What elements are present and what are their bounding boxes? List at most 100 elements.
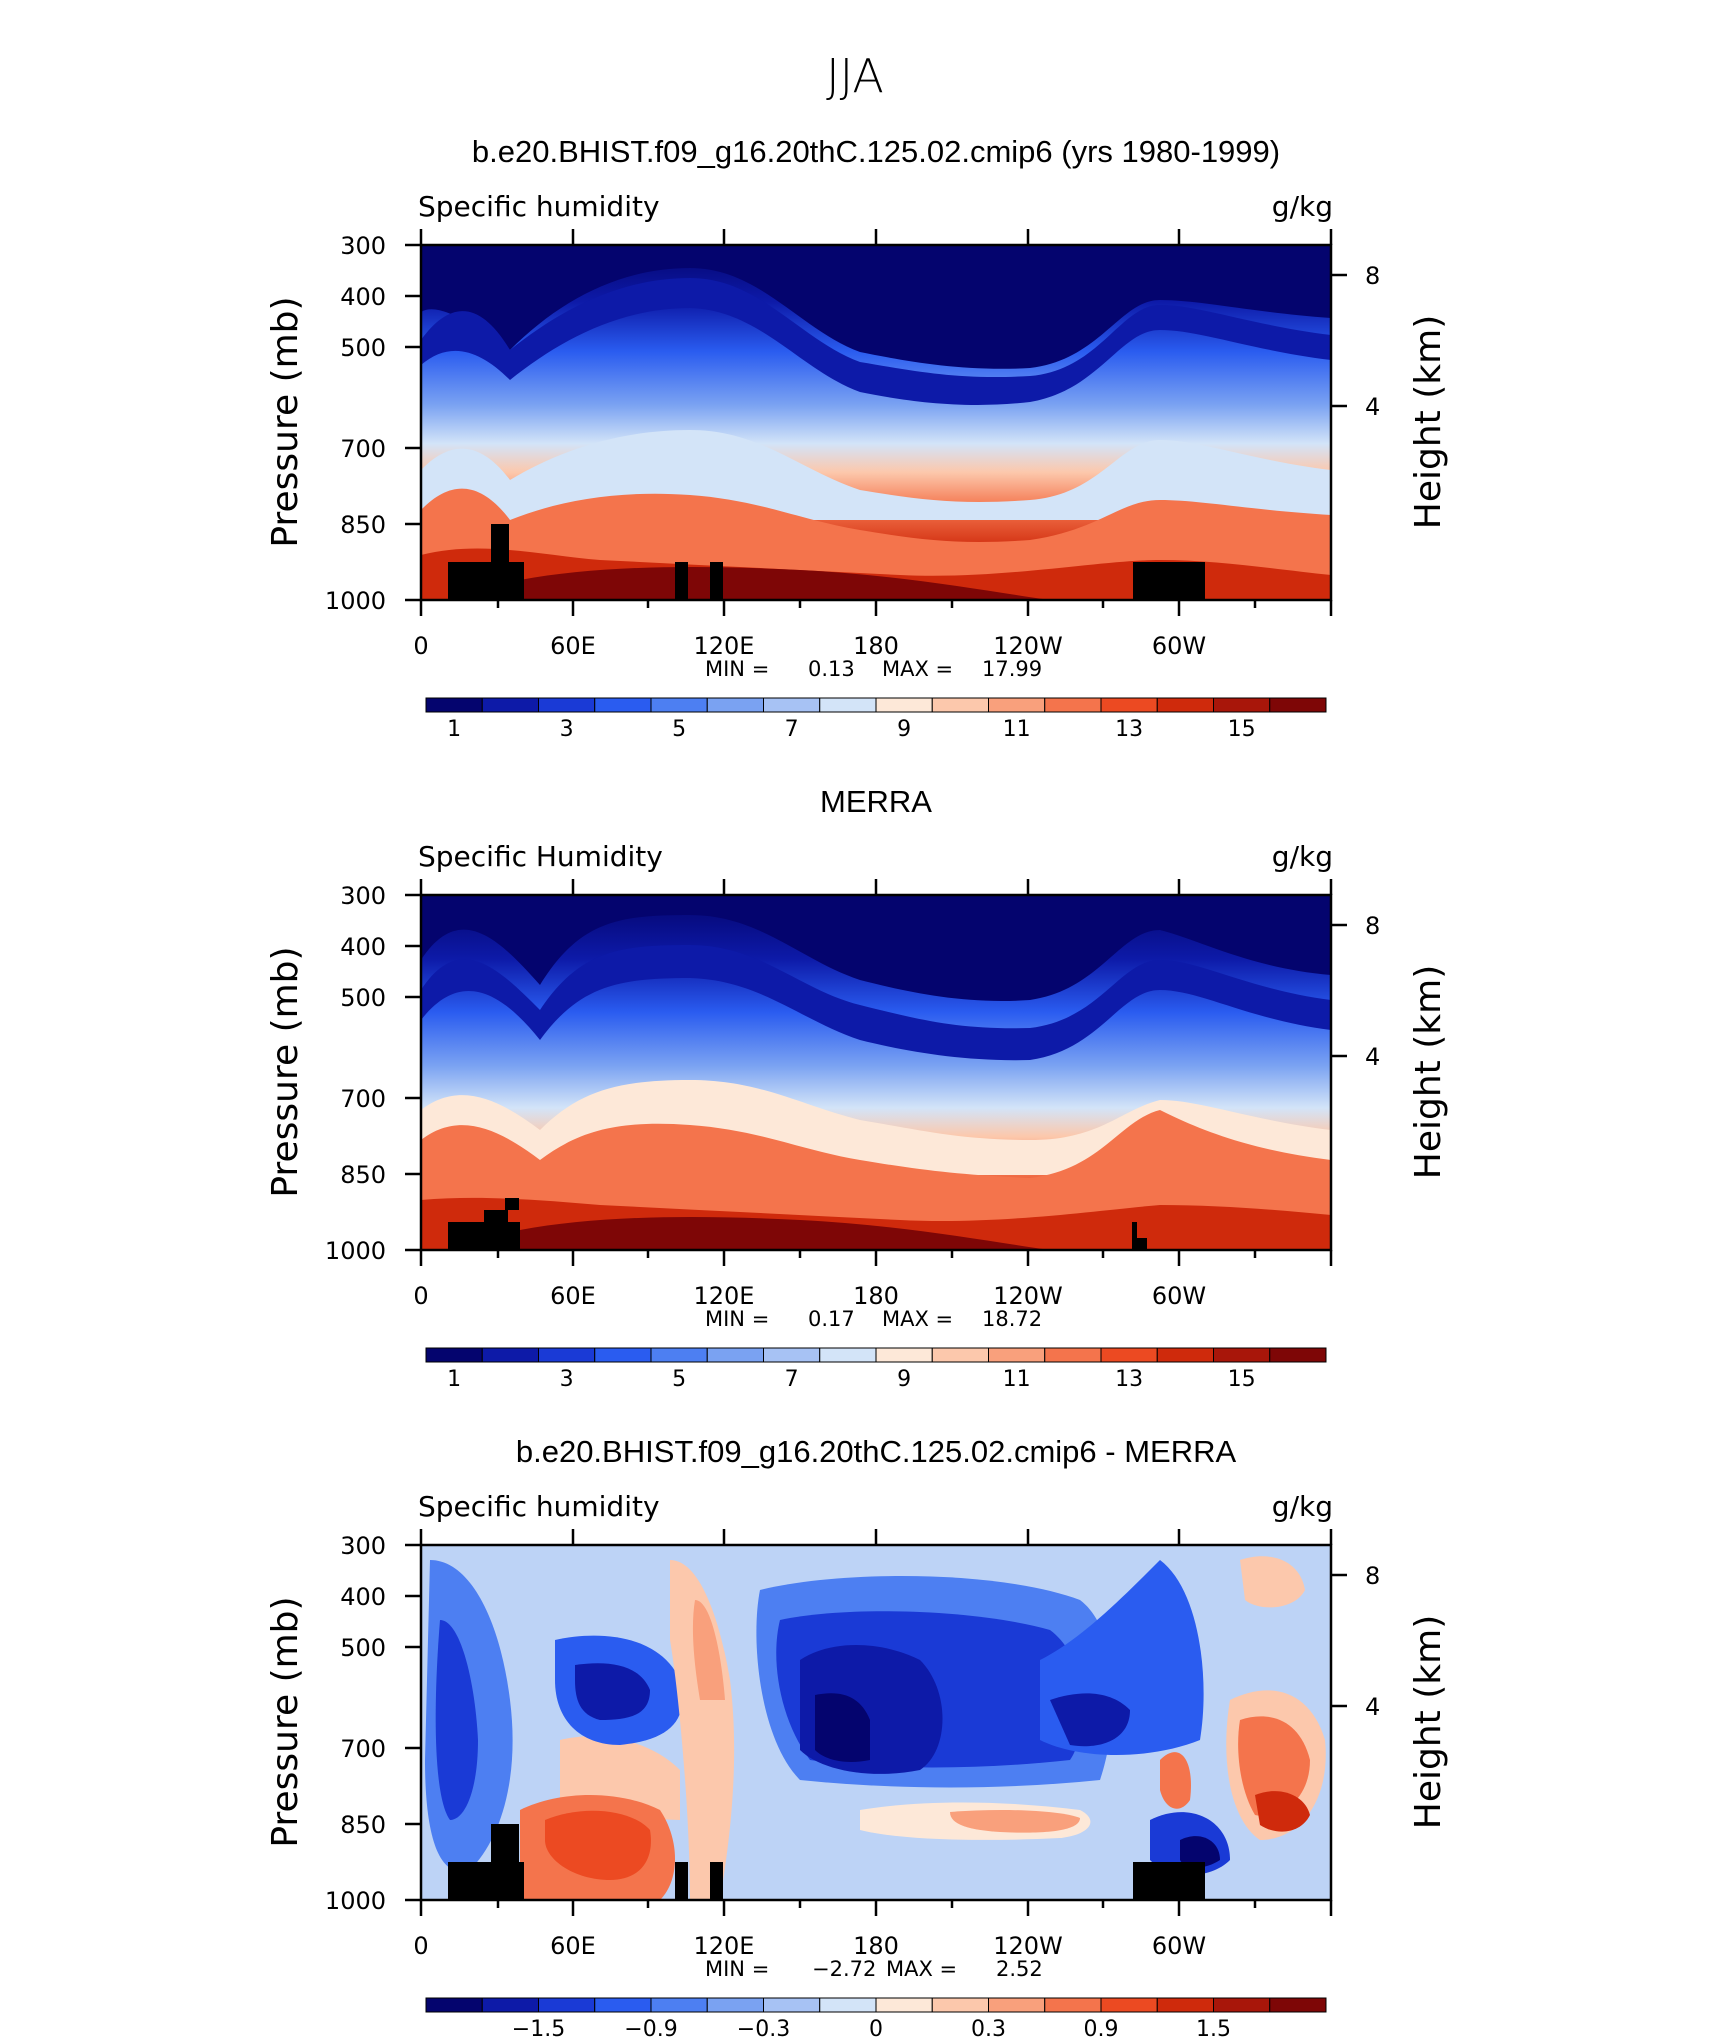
panel-2-max-label: MAX = [882, 1307, 953, 1331]
colorbar-swatch [1269, 1347, 1327, 1363]
panel-2-y-left-label: Pressure (mb) [265, 946, 306, 1197]
colorbar-swatch [763, 1997, 821, 2013]
colorbar-swatch [538, 697, 596, 713]
colorbar-swatch [706, 1997, 764, 2013]
panel-3-title: b.e20.BHIST.f09_g16.20thC.125.02.cmip6 -… [516, 1434, 1237, 1469]
panel-1-h-tick-4: 4 [1365, 393, 1380, 421]
colorbar-tick-label: 5 [672, 1367, 686, 1392]
panel-3-h-tick-8: 8 [1365, 1562, 1380, 1590]
panel-1-title: b.e20.BHIST.f09_g16.20thC.125.02.cmip6 (… [472, 134, 1280, 169]
panel-2-p-tick-1000: 1000 [325, 1237, 386, 1265]
panel-1-x-tick-120e: 120E [694, 632, 755, 660]
colorbar-swatch [819, 1347, 877, 1363]
panel-3-x-tick-60w: 60W [1152, 1932, 1206, 1960]
panel-2-x-tick-0: 0 [413, 1282, 428, 1310]
panel-2-x-tick-60e: 60E [550, 1282, 596, 1310]
colorbar-swatch [763, 1347, 821, 1363]
colorbar-swatch [1100, 697, 1158, 713]
colorbar-swatch [425, 1997, 483, 2013]
colorbar-tick-label: 3 [560, 717, 574, 742]
panel-2-p-tick-300: 300 [340, 882, 386, 910]
panel-3-y-right-label: Height (km) [1408, 1615, 1449, 1829]
colorbar-tick-label: 1 [447, 717, 461, 742]
panel-1-p-tick-500: 500 [340, 334, 386, 362]
panel-3-x-tick-120w: 120W [993, 1932, 1063, 1960]
panel-2-field [421, 895, 1331, 1250]
panel-3-x-tick-60e: 60E [550, 1932, 596, 1960]
colorbar-swatch [594, 1347, 652, 1363]
colorbar-swatch [875, 697, 933, 713]
colorbar-swatch [1100, 1997, 1158, 2013]
panel-1-p-tick-700: 700 [340, 435, 386, 463]
panel-1-min-value: 0.13 [808, 657, 855, 681]
panel-1-max-value: 17.99 [982, 657, 1042, 681]
colorbar-swatch [1044, 697, 1102, 713]
panel-1-h-tick-8: 8 [1365, 262, 1380, 290]
colorbar-swatch [988, 1997, 1046, 2013]
panel-3-min-label: MIN = [705, 1957, 769, 1981]
panel-3-x-tick-120e: 120E [694, 1932, 755, 1960]
colorbar-swatch [931, 1347, 989, 1363]
colorbar-swatch [1213, 1347, 1271, 1363]
colorbar-tick-label: 13 [1115, 1367, 1143, 1392]
colorbar-swatch [1156, 1347, 1214, 1363]
panel-2-p-tick-850: 850 [340, 1161, 386, 1189]
colorbar-swatch [1269, 697, 1327, 713]
panel-1-y-left-label: Pressure (mb) [265, 296, 306, 547]
colorbar-tick-label: 1.5 [1196, 2017, 1231, 2038]
panel-3-x-tick-180: 180 [853, 1932, 899, 1960]
colorbar-swatch [1213, 697, 1271, 713]
panel-1-axes [405, 229, 1347, 616]
colorbar-tick-label: 1 [447, 1367, 461, 1392]
colorbar-swatch [650, 697, 708, 713]
colorbar-swatch [988, 697, 1046, 713]
colorbar-swatch [538, 1997, 596, 2013]
panel-3-x-tick-0: 0 [413, 1932, 428, 1960]
panel-3-max-value: 2.52 [996, 1957, 1043, 1981]
panel-1-x-tick-120w: 120W [993, 632, 1063, 660]
colorbar-swatch [481, 1347, 539, 1363]
panel-3-p-tick-700: 700 [340, 1735, 386, 1763]
colorbar-swatch [594, 697, 652, 713]
panel-2-h-tick-4: 4 [1365, 1043, 1380, 1071]
colorbar-tick-label: 0 [869, 2017, 883, 2038]
colorbar-tick-label: 7 [785, 1367, 799, 1392]
colorbar-swatch [538, 1347, 596, 1363]
panel-2-min-value: 0.17 [808, 1307, 855, 1331]
colorbar-tick-label: −1.5 [512, 2017, 565, 2038]
colorbar-swatch [1269, 1997, 1327, 2013]
colorbar-tick-label: 9 [897, 717, 911, 742]
panel-3: b.e20.BHIST.f09_g16.20thC.125.02.cmip6 -… [265, 1434, 1449, 2038]
panel-1-p-tick-400: 400 [340, 283, 386, 311]
colorbar-swatch [706, 1347, 764, 1363]
panel-3-units: g/kg [1272, 1490, 1333, 1523]
panel-3-p-tick-400: 400 [340, 1583, 386, 1611]
colorbar-tick-label: 13 [1115, 717, 1143, 742]
panel-2-y-right-label: Height (km) [1408, 965, 1449, 1179]
colorbar-swatch [650, 1347, 708, 1363]
figure-title: JJA [826, 49, 884, 103]
panel-3-h-tick-4: 4 [1365, 1693, 1380, 1721]
panel-3-p-tick-500: 500 [340, 1634, 386, 1662]
panel-1-x-tick-60w: 60W [1152, 632, 1206, 660]
panel-3-min-value: −2.72 [812, 1957, 876, 1981]
colorbar-swatch [931, 697, 989, 713]
panel-2-x-tick-180: 180 [853, 1282, 899, 1310]
panel-1-p-tick-850: 850 [340, 511, 386, 539]
colorbar-swatch [1213, 1997, 1271, 2013]
panel-1-x-tick-60e: 60E [550, 632, 596, 660]
colorbar-swatch [1156, 697, 1214, 713]
panel-1-x-tick-180: 180 [853, 632, 899, 660]
panel-3-variable-label: Specific humidity [418, 1490, 660, 1523]
colorbar-swatch [481, 697, 539, 713]
panel-3-p-tick-1000: 1000 [325, 1887, 386, 1915]
colorbar-tick-label: 15 [1228, 717, 1256, 742]
colorbar-tick-label: 7 [785, 717, 799, 742]
panel-2-colorbar: 1 3 5 7 9 11 13 15 [425, 1347, 1327, 1392]
colorbar-tick-label: 5 [672, 717, 686, 742]
colorbar-tick-label: 15 [1228, 1367, 1256, 1392]
panel-2-max-value: 18.72 [982, 1307, 1042, 1331]
panel-2-x-tick-60w: 60W [1152, 1282, 1206, 1310]
panel-1-variable-label: Specific humidity [418, 190, 660, 223]
